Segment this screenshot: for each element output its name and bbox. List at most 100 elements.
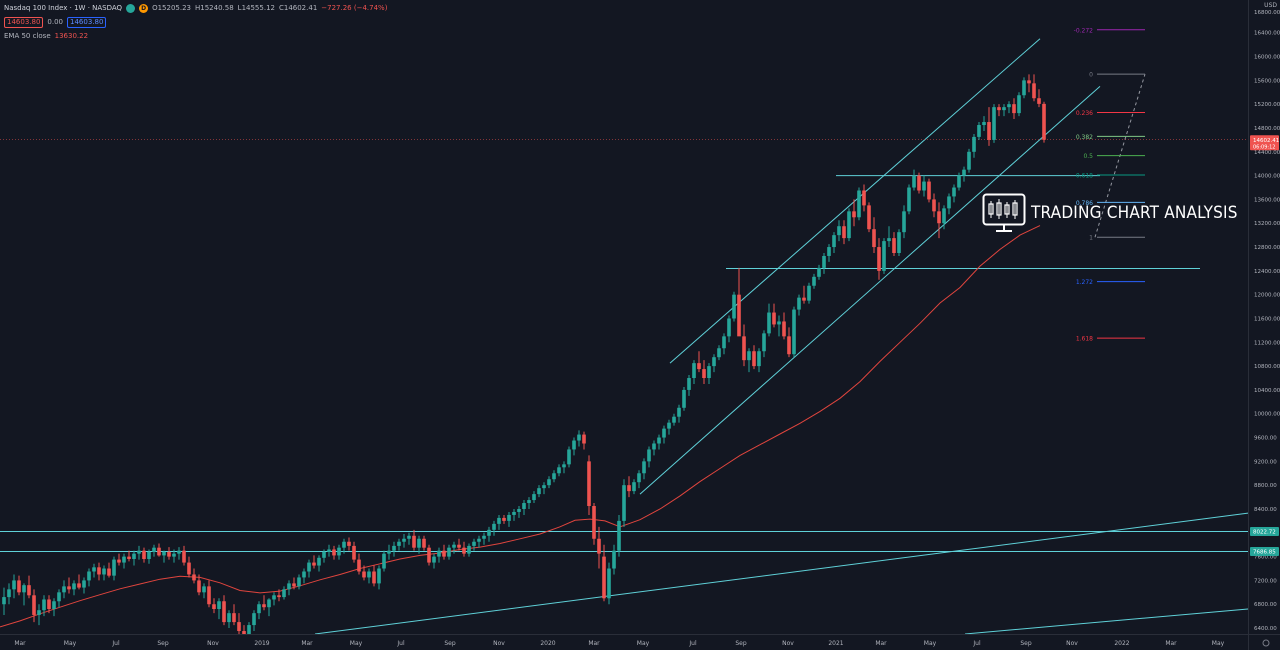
candle-body-195: [977, 125, 981, 137]
price-tick-top: 16800.00: [1254, 10, 1280, 16]
candle-body-22: [112, 559, 116, 576]
candle-body-11: [57, 592, 61, 602]
candle-body-153: [767, 312, 771, 334]
candle-body-150: [752, 351, 756, 367]
candle-body-184: [922, 181, 926, 191]
candle-body-12: [62, 586, 66, 593]
candle-body-16: [82, 580, 86, 588]
candle-body-117: [587, 461, 591, 507]
candle-body-40: [202, 586, 206, 593]
time-label-7: May: [350, 640, 363, 647]
candle-body-123: [617, 520, 621, 551]
price-tick-14: 12000.00: [1254, 293, 1280, 299]
price-tick-1: 6800.00: [1254, 602, 1277, 608]
buy-price-button[interactable]: 14603.80: [67, 17, 107, 28]
price-label-0: 14602.41: [1253, 138, 1279, 144]
price-axis[interactable]: 6400.006800.007200.007600.008000.008400.…: [1248, 0, 1280, 650]
candle-body-27: [137, 550, 141, 554]
candle-body-130: [652, 443, 656, 450]
fib-label-0: -0.272: [1074, 27, 1094, 34]
ohlc-high: H15240.58: [195, 4, 234, 12]
candle-body-78: [392, 545, 396, 551]
candle-body-21: [107, 568, 111, 576]
candle-body-72: [362, 571, 366, 578]
candle-body-192: [962, 169, 966, 176]
candle-body-139: [697, 363, 701, 370]
candle-body-43: [217, 601, 221, 609]
candle-body-4: [22, 585, 26, 593]
candle-body-94: [472, 541, 476, 546]
spread-value: 0.00: [47, 18, 63, 26]
currency-label[interactable]: USD: [1264, 2, 1277, 9]
price-label-1: 8022.72: [1253, 529, 1276, 535]
candle-body-58: [292, 583, 296, 587]
symbol-title[interactable]: Nasdaq 100 Index · 1W · NASDAQ: [4, 4, 123, 12]
candle-body-140: [702, 369, 706, 379]
time-label-17: 2021: [828, 640, 843, 647]
candle-body-193: [967, 151, 971, 170]
candle-body-145: [727, 318, 731, 337]
price-label-bg-1: [1250, 526, 1279, 536]
candle-body-101: [507, 514, 511, 521]
market-open-icon: [126, 4, 136, 13]
time-axis[interactable]: Mar May Jul Sep Nov 2019 Mar May Jul Sep Nov 2020 Ma…: [0, 634, 1280, 650]
candle-body-37: [187, 562, 191, 575]
candle-body-190: [952, 187, 956, 197]
candle-body-14: [72, 583, 76, 590]
candle-body-59: [297, 577, 301, 587]
candle-body-149: [747, 351, 751, 361]
time-label-8: Jul: [396, 640, 405, 647]
candle-body-56: [282, 589, 286, 598]
candle-body-38: [192, 574, 196, 581]
price-label-bg-2: [1250, 546, 1279, 556]
ema-label[interactable]: EMA 50 close: [4, 32, 51, 40]
candle-body-1: [7, 589, 11, 598]
candle-body-191: [957, 175, 961, 188]
candle-body-3: [17, 580, 21, 593]
fib-label-1: 0: [1089, 72, 1093, 79]
candle-body-128: [642, 461, 646, 474]
price-tick-20: 14400.00: [1254, 150, 1280, 156]
candle-body-36: [182, 550, 186, 563]
candle-body-182: [912, 175, 916, 188]
candle-body-197: [987, 122, 991, 140]
fibonacci-retracement: -0.272 0 0.236 0.382 0.5 0.618 0.786 1 1.272 1.61…: [1074, 27, 1145, 343]
candle-body-133: [667, 422, 671, 429]
fib-label-7: 1: [1089, 235, 1093, 242]
price-tick-22: 15200.00: [1254, 102, 1280, 108]
candle-body-100: [502, 517, 506, 521]
price-tick-10: 10400.00: [1254, 388, 1280, 394]
candles: [2, 74, 1046, 646]
time-label-19: May: [924, 640, 937, 647]
candle-body-158: [792, 309, 796, 355]
time-label-5: 2019: [254, 640, 269, 647]
candle-body-200: [1002, 107, 1006, 111]
candle-body-201: [1007, 104, 1011, 108]
candle-body-31: [157, 547, 161, 556]
candle-body-80: [402, 538, 406, 542]
candle-body-77: [387, 550, 391, 554]
candle-body-87: [437, 550, 441, 557]
time-label-21: Sep: [1020, 640, 1032, 647]
candle-body-39: [197, 580, 201, 593]
candle-body-65: [327, 549, 331, 552]
candle-body-64: [322, 551, 326, 558]
fib-label-2: 0.236: [1076, 110, 1093, 117]
candle-body-122: [612, 550, 616, 569]
settings-gear-icon[interactable]: [1262, 639, 1270, 647]
price-tick-17: 13200.00: [1254, 221, 1280, 227]
candle-body-55: [277, 595, 281, 598]
long-term-trendline: [314, 512, 1249, 635]
candle-body-49: [247, 625, 251, 640]
time-label-14: Jul: [688, 640, 697, 647]
candle-body-57: [287, 583, 291, 590]
ohlc-open: O15205.23: [152, 4, 191, 12]
candle-body-82: [412, 535, 416, 548]
candle-body-75: [377, 568, 381, 584]
candle-body-142: [712, 357, 716, 367]
candle-body-129: [647, 449, 651, 462]
time-label-23: 2022: [1114, 640, 1129, 647]
sell-price-button[interactable]: 14603.80: [4, 17, 44, 28]
